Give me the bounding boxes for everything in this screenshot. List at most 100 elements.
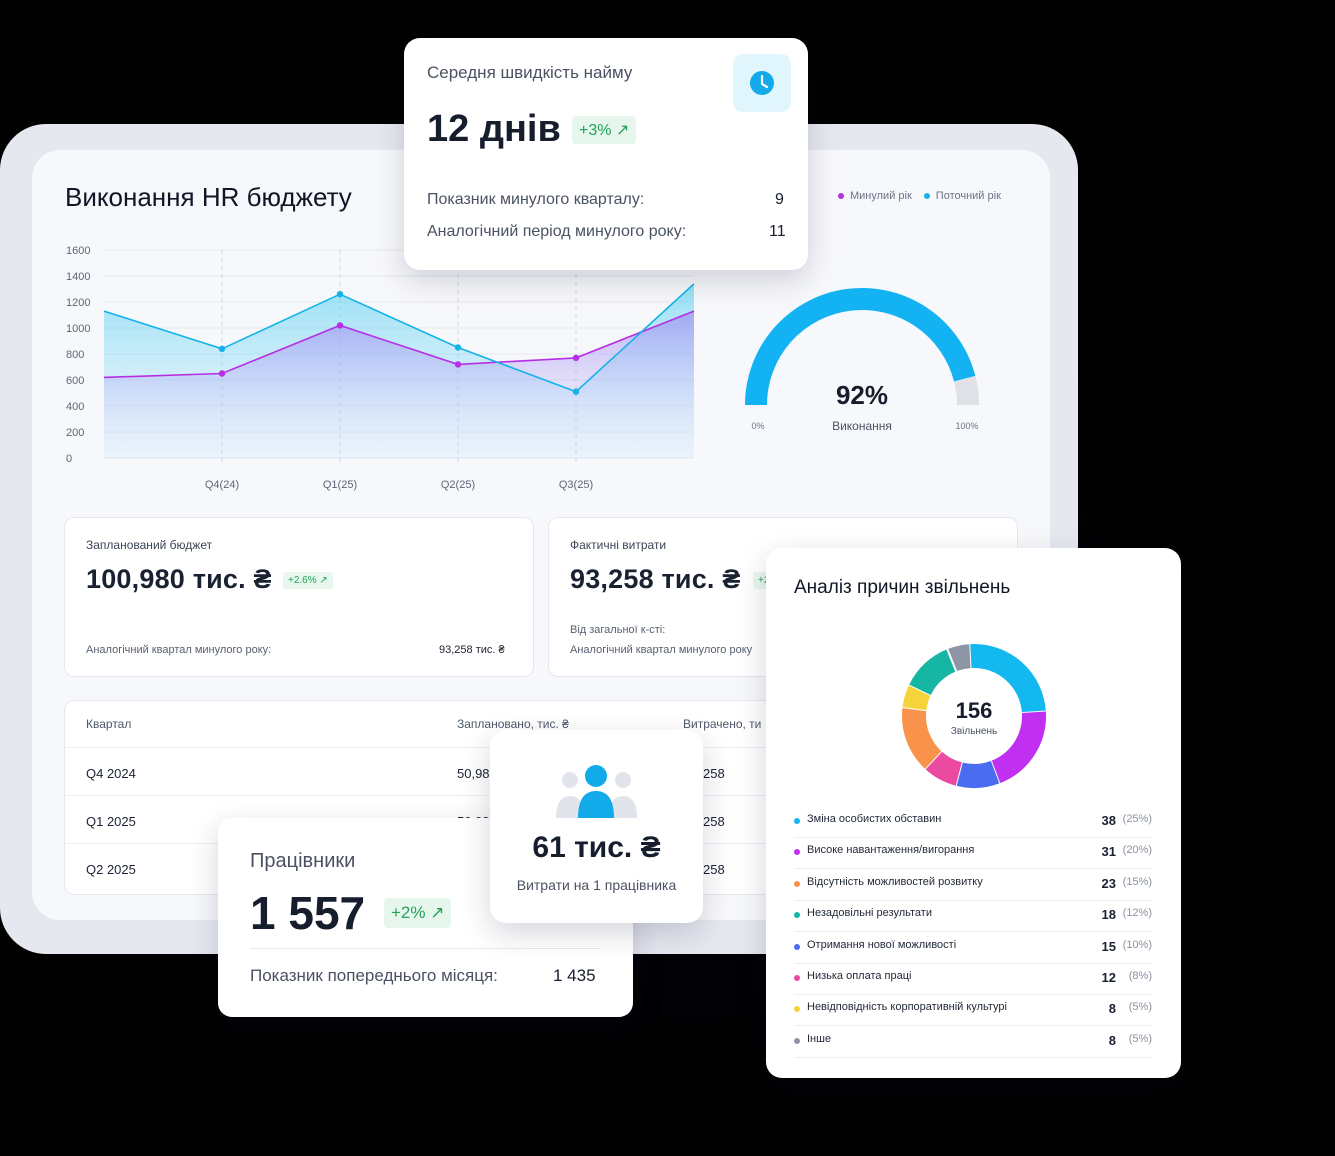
cost-per-worker-caption: Витрати на 1 працівника: [516, 877, 677, 893]
legend-item-current-year: Поточний рік: [923, 190, 1001, 202]
clock-icon-box: [733, 54, 791, 112]
list-item-dot: [794, 943, 800, 950]
series-line-1: [103, 283, 695, 393]
list-item-count: 31: [1101, 844, 1116, 860]
x-tick-label: Q2(25): [441, 479, 475, 491]
page-title: Виконання HR бюджету: [65, 182, 352, 212]
table-cell-spent: 258: [703, 862, 725, 877]
hire-speed-title: Середня швидкість найму: [427, 63, 633, 82]
legend-label-current-year: Поточний рік: [935, 190, 1001, 202]
donut-segment: [924, 750, 963, 786]
list-item-dot: [794, 849, 800, 856]
cost-per-worker-card: 61 тис. ₴ Витрати на 1 працівника: [490, 730, 703, 923]
series-point: [454, 361, 462, 368]
list-item-percent: (12%): [1122, 907, 1152, 920]
list-item-percent: (15%): [1122, 875, 1152, 888]
list-item-label: Зміна особистих обставин: [807, 813, 942, 825]
workers-value: 1 557: [250, 887, 366, 939]
list-item-dot: [794, 912, 800, 919]
gauge-caption: Виконання: [832, 419, 892, 433]
hire-speed-badge: +3% ↗: [572, 116, 637, 144]
x-tick-label: Q4(24): [205, 479, 239, 491]
list-item-label: Невідповідність корпоративній культурі: [807, 1001, 1007, 1014]
list-item-label: Незадовільні результати: [807, 907, 932, 920]
list-item-count: 15: [1101, 938, 1116, 954]
table-cell-spent: 258: [703, 814, 725, 829]
list-item-label: Отримання нової можливості: [807, 938, 957, 951]
budget-gauge: 92% Виконання 0% 100%: [745, 288, 979, 433]
table-header-spent: Витрачено, ти: [683, 717, 762, 731]
list-item[interactable]: Інше 8 (5%): [794, 1027, 1152, 1058]
series-line-0: [103, 310, 695, 379]
list-item-count: 12: [1101, 970, 1116, 985]
donut-total: 156: [956, 698, 993, 723]
clock-icon: [750, 71, 774, 95]
list-item-dot: [794, 975, 800, 981]
x-tick-label: Q3(25): [559, 479, 593, 491]
workers-title: Працівники: [250, 850, 356, 872]
list-item-percent: (8%): [1128, 970, 1152, 982]
list-item-count: 8: [1108, 1032, 1116, 1048]
hire-speed-card: Середня швидкість найму 12 днів +3% ↗ По…: [404, 38, 808, 270]
budget-line-chart: 1600 1400 1200 1000 800 600 400 200 0 Q4(24) Q1(25…: [66, 245, 695, 491]
y-tick-label: 600: [66, 375, 84, 387]
series-point: [572, 354, 580, 362]
list-item[interactable]: Зміна особистих обставин 38 (25%): [794, 807, 1152, 838]
donut-segment: [902, 684, 932, 711]
list-item-percent: (10%): [1122, 938, 1152, 951]
y-tick-label: 800: [66, 349, 84, 361]
list-item-count: 23: [1101, 875, 1116, 891]
table-cell-quarter: Q2 2025: [86, 862, 136, 877]
donut-segment: [990, 711, 1046, 784]
list-item[interactable]: Високе навантаження/вигорання 31 (20%): [794, 838, 1152, 870]
x-tick-label: Q1(25): [323, 479, 357, 491]
table-cell-quarter: Q4 2024: [86, 766, 136, 781]
legend-dot-last-year: [838, 193, 844, 199]
cost-per-worker-value: 61 тис. ₴: [532, 831, 661, 864]
dismissal-donut-chart: 156 Звільнень: [901, 643, 1047, 788]
list-item-percent: (5%): [1128, 1032, 1152, 1045]
planned-budget-value: 100,980 тис. ₴: [86, 564, 272, 594]
actual-spend-label: Фактичні витрати: [570, 538, 667, 552]
list-item-label: Високе навантаження/вигорання: [807, 844, 975, 857]
planned-budget-note-value: 93,258 тис. ₴: [439, 644, 505, 656]
y-tick-label: 1000: [66, 323, 90, 335]
list-item-count: 8: [1108, 1001, 1116, 1017]
list-item[interactable]: Незадовільні результати 18 (12%): [794, 901, 1152, 933]
workers-divider: [250, 948, 600, 949]
list-item[interactable]: Отримання нової можливості 15 (10%): [794, 933, 1152, 964]
list-item[interactable]: Невідповідність корпоративній культурі 8 (…: [794, 995, 1152, 1027]
series-point: [218, 345, 226, 352]
list-item[interactable]: Відсутність можливостей розвитку 23 (15%): [794, 870, 1152, 901]
list-item-count: 18: [1101, 907, 1116, 923]
y-tick-label: 0: [66, 453, 72, 465]
actual-spend-value: 93,258 тис. ₴: [570, 564, 741, 594]
dismissal-reasons-title: Аналіз причин звільнень: [794, 577, 1011, 598]
planned-budget-badge: +2.6% ↗: [283, 572, 333, 589]
planned-budget-card: Запланований бюджет 100,980 тис. ₴ +2.6%…: [64, 517, 534, 677]
series-area-0: [104, 311, 694, 458]
table-header-quarter: Квартал: [86, 717, 132, 731]
list-item-label: Інше: [807, 1032, 832, 1045]
gauge-max-label: 100%: [955, 421, 978, 431]
chart-legend: Минулий рік Поточний рік: [838, 190, 1001, 202]
legend-dot-current-year: [923, 193, 930, 199]
gauge-remaining-arc: [953, 375, 979, 406]
list-item-label: Відсутність можливостей розвитку: [807, 875, 983, 888]
workers-prev-value: 1 435: [553, 966, 596, 985]
series-point: [572, 388, 580, 395]
y-tick-label: 1400: [66, 271, 90, 283]
planned-budget-label: Запланований бюджет: [86, 538, 213, 552]
donut-segment-gap: [945, 647, 958, 673]
list-item-percent: (20%): [1122, 844, 1152, 857]
workers-badge: +2% ↗: [384, 898, 452, 928]
donut-segment: [902, 707, 942, 769]
list-item[interactable]: Низька оплата праці 12 (8%): [794, 964, 1152, 995]
list-item-dot: [794, 1037, 800, 1044]
series-point: [218, 370, 226, 377]
y-tick-label: 1200: [66, 297, 90, 309]
series-point: [454, 344, 462, 351]
hire-speed-row-label-1: Показник минулого кварталу:: [427, 191, 645, 208]
donut-segment: [970, 644, 1046, 714]
series-point: [336, 291, 344, 298]
